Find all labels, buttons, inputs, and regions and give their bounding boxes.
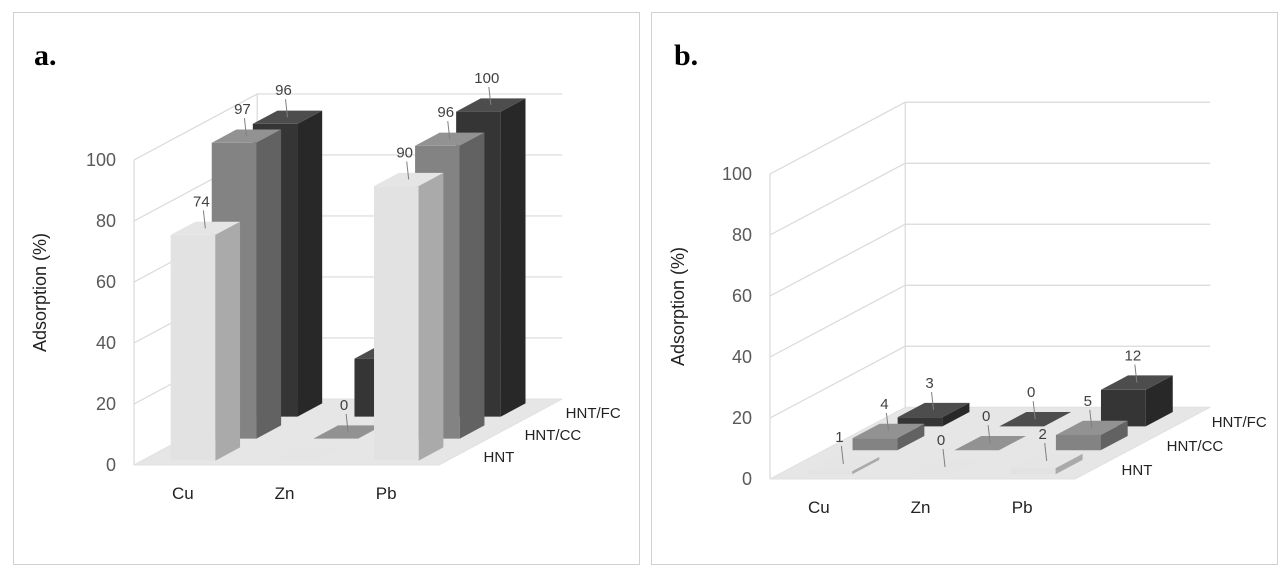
a-bar-front	[170, 234, 216, 461]
b-y-tick-label: 80	[732, 225, 752, 245]
b-data-label: 3	[925, 375, 933, 392]
b-bar-top	[1100, 375, 1173, 390]
b-bar-front	[1055, 435, 1101, 451]
b-bar-top	[897, 402, 970, 418]
b-data-label-leader	[1134, 364, 1138, 383]
a-data-label: 96	[275, 82, 292, 99]
a-bar-side	[459, 132, 485, 439]
b-y-tick-label: 20	[732, 408, 752, 428]
b-category-label: Pb	[1012, 498, 1033, 517]
a-bar	[272, 447, 342, 461]
a-bar	[374, 172, 444, 461]
a-data-label: 96	[437, 104, 454, 121]
b-bar	[1055, 420, 1128, 451]
b-bar-side	[897, 423, 925, 451]
b-bar	[807, 456, 880, 475]
a-y-tick-label: 0	[106, 455, 116, 475]
a-data-label: 100	[474, 70, 499, 87]
b-bar-side	[852, 456, 880, 475]
b-y-axis-title: Adsorption (%)	[668, 247, 688, 366]
b-data-label: 0	[937, 432, 945, 449]
b-y-tick-label: 100	[722, 164, 752, 184]
b-bar-side	[1055, 453, 1083, 475]
b-data-label-leader	[1032, 401, 1036, 420]
a-bar-top	[252, 110, 323, 124]
a-data-label-leader	[284, 99, 288, 118]
b-y-tick-label: 40	[732, 347, 752, 367]
a-y-tick-label: 80	[96, 211, 116, 231]
b-data-label-leader	[942, 448, 946, 468]
b-panel-label: b.	[674, 39, 698, 72]
b-data-label: 0	[982, 408, 990, 425]
a-bar-top	[272, 447, 342, 461]
b-bar-top	[807, 456, 880, 472]
b-bar-front	[852, 438, 898, 451]
b-data-label: 0	[1027, 384, 1035, 401]
b-series-label: HNT/FC	[1212, 414, 1267, 431]
b-bar-front	[1100, 389, 1146, 427]
a-data-label-leader	[345, 413, 349, 433]
a-category-label: Pb	[376, 484, 397, 503]
b-bar-front	[807, 471, 853, 475]
a-bar-side	[256, 129, 282, 439]
a-y-tick-label: 100	[86, 150, 116, 170]
a-bar-side	[418, 172, 444, 461]
b-bar-top	[1055, 420, 1128, 436]
a-data-label-leader	[406, 161, 410, 180]
a-series-label: HNT	[484, 449, 515, 466]
a-data-label-leader	[202, 210, 206, 229]
a-category-label: Cu	[172, 484, 194, 503]
a-data-label-leader	[447, 121, 451, 140]
b-data-label-leader	[931, 391, 935, 411]
b-bar-side	[942, 402, 970, 427]
a-bar-top	[211, 129, 282, 143]
b-series-label: HNT	[1122, 462, 1153, 479]
b-data-label: 5	[1084, 393, 1092, 410]
chart-a-svg: a. 0 20 40 60 80 100 Adsorption (%) Cu Zn Pb HNT HNT…	[30, 39, 621, 503]
a-data-label: 90	[396, 144, 413, 161]
a-bar-side	[297, 110, 323, 417]
b-bar	[897, 402, 970, 427]
b-bar	[954, 435, 1027, 451]
a-bar	[170, 221, 241, 461]
b-data-label: 2	[1039, 426, 1047, 443]
a-y-axis-title: Adsorption (%)	[30, 233, 50, 352]
b-bar-front	[1010, 468, 1056, 475]
a-data-label-leader	[488, 86, 492, 106]
b-data-label-leader	[840, 445, 844, 465]
b-data-label-leader	[987, 425, 991, 444]
b-category-label: Cu	[808, 498, 830, 517]
a-bar-side	[215, 221, 241, 461]
b-y-tick-label: 60	[732, 286, 752, 306]
b-bar-side	[1100, 420, 1128, 451]
b-series-label: HNT/CC	[1167, 438, 1224, 455]
chart-panel-b: b. 0 20 40 60 80 100 Adsorption (%) Cu Zn Pb HNT HNT…	[651, 12, 1278, 565]
b-bar-side	[1145, 375, 1173, 427]
a-y-tick-label: 20	[96, 394, 116, 414]
a-series-label: HNT/CC	[525, 427, 582, 444]
a-y-tick-label: 60	[96, 272, 116, 292]
a-data-label: 97	[234, 101, 251, 118]
a-data-label: 0	[340, 397, 348, 414]
b-data-label: 12	[1125, 348, 1142, 365]
a-data-label-leader	[243, 118, 247, 137]
a-category-label: Zn	[275, 484, 295, 503]
a-series-label: HNT/FC	[566, 405, 621, 422]
b-y-tick-label: 0	[742, 469, 752, 489]
b-data-label: 1	[835, 429, 843, 446]
chart-panel-a: a. 0 20 40 60 80 100 Adsorption (%) Cu Zn Pb HNT HNT…	[13, 12, 640, 565]
b-data-label-leader	[1089, 409, 1093, 428]
a-bar-side	[500, 98, 526, 417]
a-panel-label: a.	[34, 39, 57, 72]
a-y-tick-label: 40	[96, 333, 116, 353]
b-data-label: 4	[880, 396, 888, 413]
a-data-label: 74	[193, 193, 210, 210]
b-bar-top	[954, 435, 1027, 451]
b-data-label-leader	[885, 412, 889, 431]
b-data-label-leader	[1044, 442, 1048, 461]
a-bar-front	[374, 186, 419, 461]
b-bar	[1100, 375, 1173, 427]
b-category-label: Zn	[911, 498, 931, 517]
